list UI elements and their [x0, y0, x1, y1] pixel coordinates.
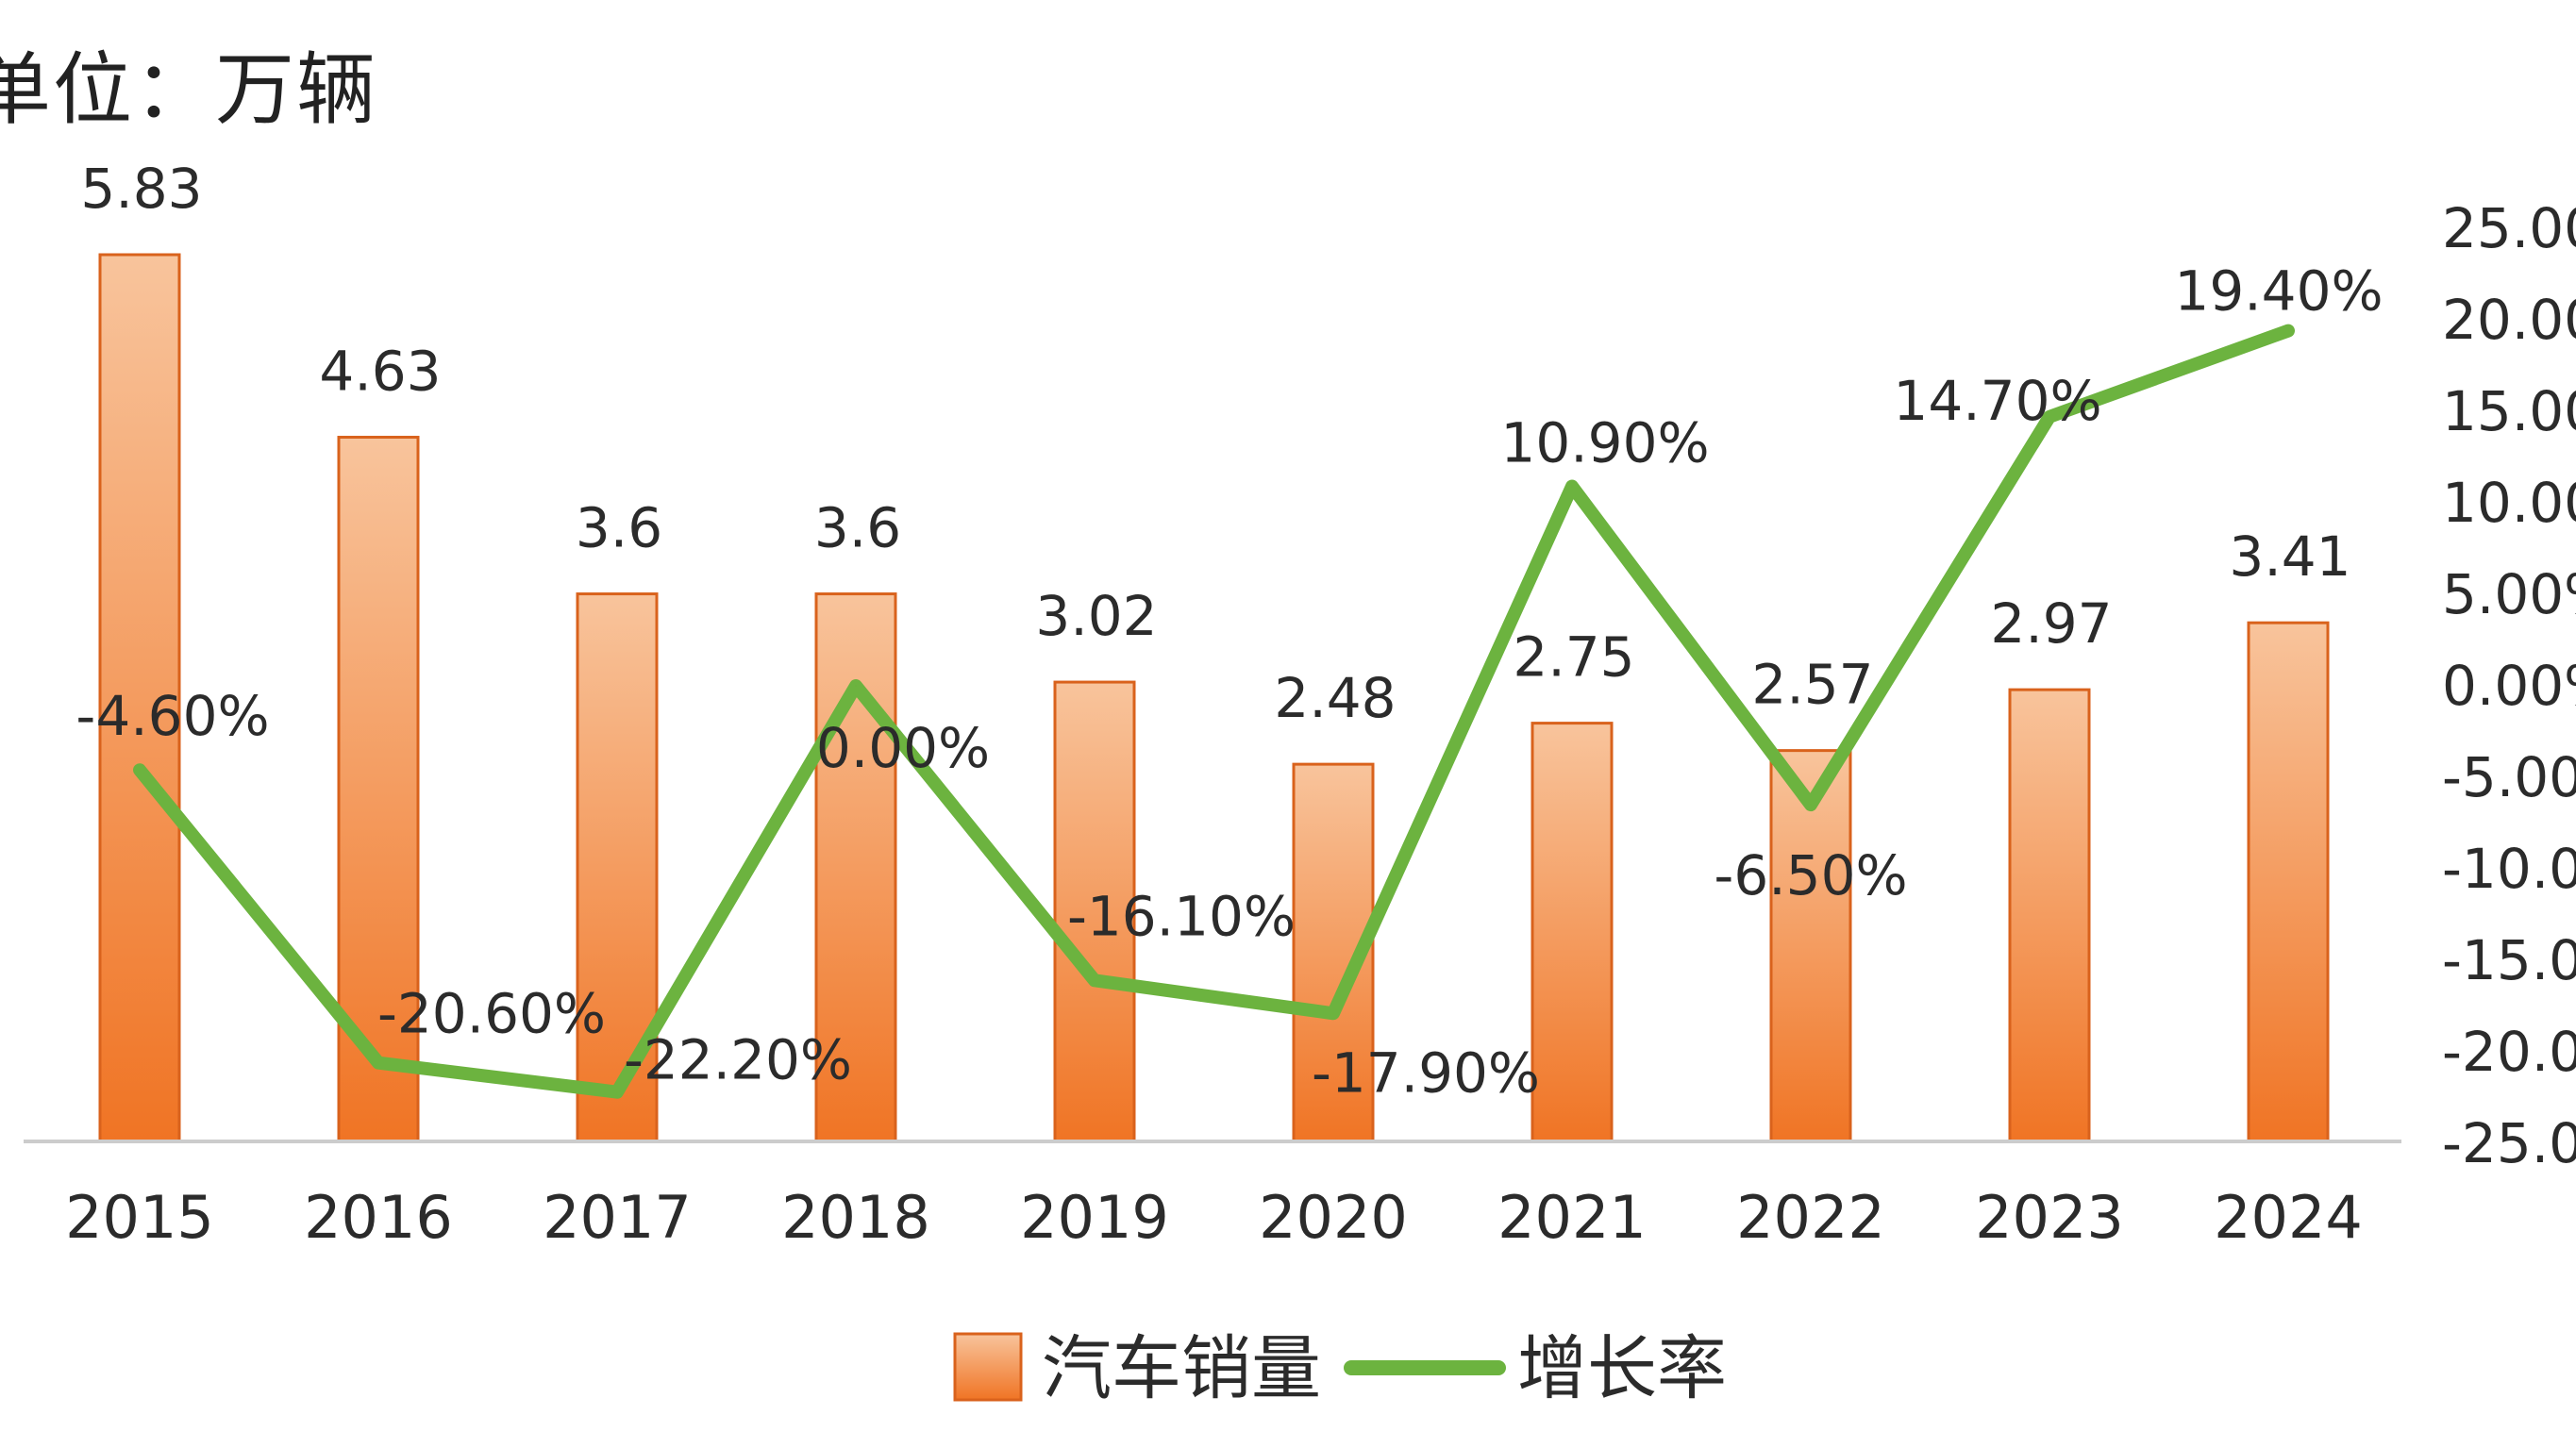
x-tick-2016: 2016: [304, 1183, 453, 1252]
line-layer: [133, 324, 2295, 1099]
y2-tick: -15.00%: [2442, 928, 2576, 992]
y2-tick: 0.00%: [2442, 654, 2576, 718]
bar-2021: [1531, 722, 1614, 1143]
bar-label-2020: 2.48: [1274, 666, 1396, 730]
growth-point-2020: [1332, 1012, 1334, 1015]
growth-label-2020: -17.90%: [1312, 1040, 1540, 1105]
growth-label-2022: -6.50%: [1714, 843, 1907, 907]
y2-tick: 25.00%: [2442, 196, 2576, 260]
growth-point-2015: [139, 769, 141, 772]
growth-label-2023: 14.70%: [1893, 369, 2101, 433]
bar-2022: [1769, 749, 1852, 1143]
growth-label-2017: -22.20%: [624, 1028, 852, 1092]
growth-label-2015: -4.60%: [75, 684, 269, 748]
bars-layer: [98, 253, 2330, 1143]
y2-tick: 10.00%: [2442, 471, 2576, 535]
unit-label: 单位：万辆: [0, 43, 378, 136]
x-tick-2023: 2023: [1975, 1183, 2124, 1252]
bar-2024: [2247, 621, 2330, 1143]
growth-point-2023: [2049, 415, 2050, 418]
y2-tick: 15.00%: [2442, 379, 2576, 443]
bar-label-2018: 3.6: [814, 496, 901, 560]
bar-2015: [98, 253, 181, 1143]
x-tick-2022: 2022: [1736, 1183, 1885, 1252]
x-tick-2015: 2015: [65, 1183, 214, 1252]
bar-2023: [2008, 688, 2091, 1143]
growth-point-2016: [377, 1061, 379, 1064]
bar-label-2016: 4.63: [319, 339, 441, 403]
growth-label-2018: 0.00%: [816, 716, 990, 780]
ticks-layer: 2015 2016 2017 2018 2019 2020 2021 2022 2023 2024…: [65, 196, 2576, 1252]
y2-tick: 20.00%: [2442, 288, 2576, 352]
y2-tick: 5.00%: [2442, 562, 2576, 626]
y2-tick: -20.00%: [2442, 1020, 2576, 1084]
growth-label-2016: -20.60%: [377, 982, 606, 1046]
bar-label-2022: 2.57: [1751, 653, 1873, 717]
y2-tick: -5.00%: [2442, 745, 2576, 809]
bar-label-2019: 3.02: [1035, 584, 1157, 648]
bar-label-2015: 5.83: [80, 157, 202, 221]
legend-label-sales: 汽车销量: [1042, 1328, 1321, 1409]
growth-point-2021: [1571, 485, 1573, 488]
growth-point-2017: [616, 1090, 618, 1093]
x-tick-2017: 2017: [543, 1183, 692, 1252]
growth-label-2019: -16.10%: [1067, 884, 1296, 948]
y2-tick: -10.00%: [2442, 837, 2576, 901]
x-tick-2021: 2021: [1497, 1183, 1647, 1252]
growth-point-2024: [2287, 329, 2289, 332]
x-tick-2024: 2024: [2214, 1183, 2363, 1252]
x-tick-2018: 2018: [781, 1183, 930, 1252]
labels-layer: 5.83 4.63 3.6 3.6 3.02 2.48 2.75 2.57 2.97 3.41 -4…: [75, 157, 2383, 1105]
bar-label-2024: 3.41: [2229, 524, 2350, 589]
growth-rate-line: [133, 324, 2295, 1099]
legend: 汽车销量 增长率: [953, 1328, 1727, 1409]
x-tick-2020: 2020: [1259, 1183, 1408, 1252]
growth-point-2019: [1094, 979, 1096, 982]
bar-label-2017: 3.6: [576, 496, 662, 560]
legend-bar-swatch: [953, 1332, 1023, 1402]
growth-point-2022: [1810, 804, 1812, 807]
legend-label-growth: 增长率: [1517, 1328, 1727, 1409]
growth-label-2024: 19.40%: [2174, 259, 2383, 324]
growth-point-2018: [855, 685, 857, 687]
x-tick-2019: 2019: [1020, 1183, 1169, 1252]
bar-label-2021: 2.75: [1513, 625, 1634, 690]
bar-label-2023: 2.97: [1990, 591, 2112, 656]
growth-label-2021: 10.90%: [1500, 411, 1709, 475]
y2-tick: -25.00%: [2442, 1111, 2576, 1175]
